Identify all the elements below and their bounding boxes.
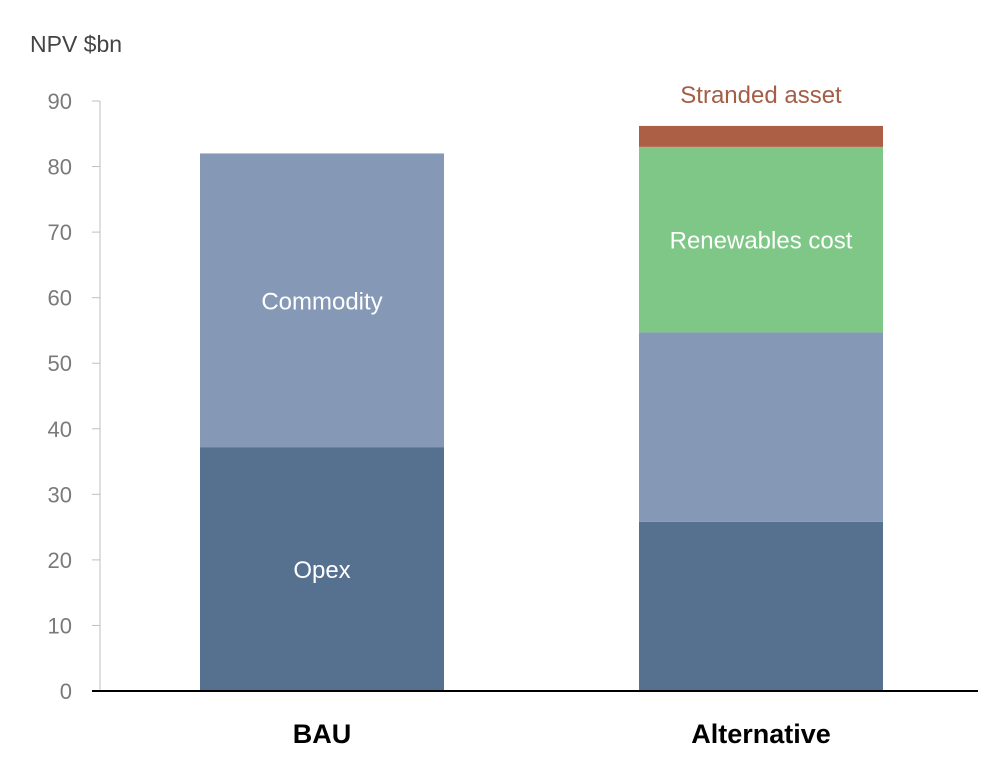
- y-axis: 0 10 20 30 40 50 60 70 80 90: [48, 89, 101, 704]
- y-tick-label: 90: [48, 89, 72, 114]
- y-tick-label: 50: [48, 351, 72, 376]
- y-tick-label: 70: [48, 220, 72, 245]
- x-category-label: BAU: [293, 719, 352, 749]
- bar-segment-renewables: [639, 146, 883, 333]
- y-tick-label: 60: [48, 286, 72, 311]
- y-tick-label: 0: [60, 679, 72, 704]
- bar-segment-opex: [200, 447, 444, 691]
- segment-label-commodity: Commodity: [261, 288, 382, 315]
- segment-label-stranded: Stranded asset: [680, 82, 842, 109]
- bar-segment-commodity: [639, 332, 883, 522]
- segment-labels-group: Opex Commodity Renewables cost Stranded ass…: [261, 82, 852, 584]
- bars-group: [200, 125, 883, 691]
- bar-segment-opex: [639, 521, 883, 691]
- bar-segment-stranded: [639, 125, 883, 147]
- x-category-label: Alternative: [691, 719, 831, 749]
- y-tick-label: 20: [48, 548, 72, 573]
- y-axis-unit-label: NPV $bn: [30, 31, 122, 57]
- y-tick-label: 40: [48, 417, 72, 442]
- y-tick-label: 10: [48, 613, 72, 638]
- segment-label-renewables: Renewables cost: [670, 228, 853, 255]
- y-tick-label: 30: [48, 482, 72, 507]
- bar-segment-commodity: [200, 153, 444, 448]
- segment-label-opex: Opex: [293, 557, 350, 584]
- y-tick-label: 80: [48, 155, 72, 180]
- x-axis: BAU Alternative: [92, 690, 978, 749]
